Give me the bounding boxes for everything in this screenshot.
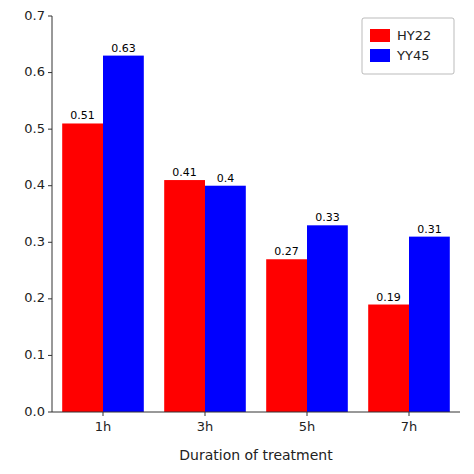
data-label: 0.33 — [315, 211, 340, 224]
legend-label: YY45 — [396, 48, 429, 63]
data-label: 0.31 — [417, 223, 442, 236]
bar — [164, 180, 205, 412]
data-label: 0.27 — [274, 245, 299, 258]
legend: HY22 YY45 — [362, 18, 454, 74]
data-label: 0.4 — [217, 172, 235, 185]
y-tick — [48, 72, 52, 73]
y-tick — [48, 242, 52, 243]
x-axis-label: Duration of treatment — [179, 447, 333, 463]
y-tick — [48, 129, 52, 130]
data-label: 0.63 — [111, 42, 136, 55]
x-tick-label: 1h — [95, 419, 112, 434]
data-label: 0.41 — [172, 166, 197, 179]
y-axis-line — [52, 16, 53, 412]
y-tick — [48, 412, 52, 413]
y-tick — [48, 16, 52, 17]
legend-swatch — [370, 49, 390, 62]
data-label: 0.51 — [70, 109, 95, 122]
y-tick-label: 0.2 — [24, 290, 45, 305]
x-tick-label: 3h — [197, 419, 214, 434]
bars — [62, 56, 450, 412]
y-tick-label: 0.1 — [24, 347, 45, 362]
bar — [266, 259, 307, 412]
y-tick-label: 0.0 — [24, 404, 45, 419]
x-tick — [205, 412, 206, 416]
y-tick-label: 0.7 — [24, 8, 45, 23]
y-tick — [48, 298, 52, 299]
bar — [103, 56, 144, 412]
y-tick — [48, 185, 52, 186]
bar — [62, 123, 103, 412]
legend-label: HY22 — [397, 28, 431, 43]
y-tick — [48, 355, 52, 356]
x-tick-label: 5h — [299, 419, 316, 434]
bar — [409, 237, 450, 412]
y-tick-label: 0.3 — [24, 234, 45, 249]
x-tick-label: 7h — [401, 419, 418, 434]
x-tick — [409, 412, 410, 416]
legend-frame — [362, 18, 454, 74]
x-tick — [103, 412, 104, 416]
bar — [368, 305, 409, 412]
x-axis-line — [52, 412, 460, 413]
legend-swatch — [370, 29, 390, 42]
bar — [307, 225, 348, 412]
y-tick-label: 0.6 — [24, 64, 45, 79]
data-label: 0.19 — [376, 291, 401, 304]
chart: 0.0 0.1 0.2 0.3 0.4 0.5 0.6 0.7 1h 3h 5h 7h Duration… — [0, 0, 474, 474]
y-tick-label: 0.4 — [24, 177, 45, 192]
y-tick-label: 0.5 — [24, 121, 45, 136]
bar — [205, 186, 246, 412]
x-tick — [307, 412, 308, 416]
